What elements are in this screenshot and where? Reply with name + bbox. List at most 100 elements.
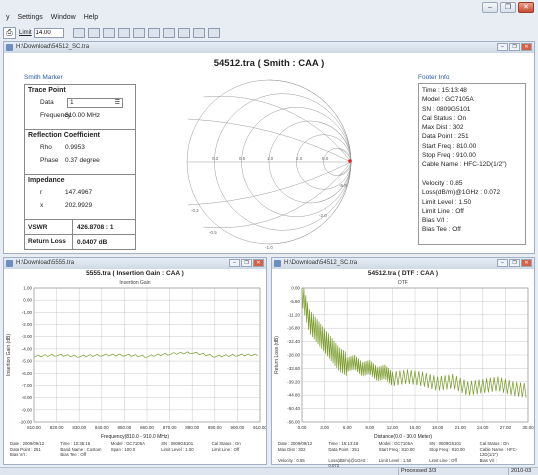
y-tick-label: -7.00 [22, 383, 33, 388]
footer-info-line: Limit Level : 1.00 [161, 446, 194, 452]
dtf-xlabel: Distance(0.0 - 30.0 Meter) [373, 434, 433, 440]
data-row: Data 1 ☰ [25, 96, 135, 109]
smith-restore-button[interactable]: ❐ [509, 43, 520, 51]
rho-label: Rho [40, 144, 52, 151]
dtf-close-button[interactable]: ✕ [521, 259, 532, 267]
dtf-minimize-button[interactable]: – [497, 259, 508, 267]
menu-settings[interactable]: Settings [17, 14, 43, 21]
x-tick-label: 910.00 [253, 425, 266, 430]
toolbar-button-3[interactable] [102, 28, 115, 38]
footer-info-line: Bias V/I : [422, 217, 449, 225]
smith-window: H:\Download\54512_SC.tra – ❐ ✕ 54512.tra… [3, 41, 535, 254]
menu-window[interactable]: Window [50, 14, 76, 21]
impedance-heading: Impedance [28, 177, 65, 184]
dtf-chart: 0.00 3.00 6.00 9.00 12.00 15.00 18.00 21.00 24.0… [274, 286, 534, 431]
x-tick-label: 900.00 [231, 425, 245, 430]
dtf-restore-button[interactable]: ❐ [509, 259, 520, 267]
toolbar-button-2[interactable] [87, 28, 100, 38]
x-tick-label: 27.00 [500, 425, 512, 430]
rho-value: 0.9953 [65, 144, 85, 151]
y-tick-label: -4.00 [22, 346, 33, 351]
y-tick-label: -6.00 [22, 371, 33, 376]
toolbar-button-9[interactable] [192, 28, 205, 38]
x-tick-label: 830.00 [72, 425, 86, 430]
footer-info-line: Data Point : 251 [10, 446, 41, 452]
smith-window-titlebar[interactable]: H:\Download\54512_SC.tra – ❐ ✕ [4, 42, 534, 53]
footer-info-line: Cable Name : HFC-12D(1/2") [479, 446, 518, 458]
footer-info-line: Stop Freq : 910.00 [422, 152, 476, 160]
restore-button[interactable]: ❐ [500, 2, 516, 13]
phase-label: Phase [40, 157, 59, 164]
footer-info-line: Velocity : 0.85 [422, 179, 463, 187]
menu-help[interactable]: Help [83, 14, 99, 21]
smith-marker-point[interactable] [348, 159, 352, 163]
toolbar-button-7[interactable] [162, 28, 175, 38]
il-restore-button[interactable]: ❐ [241, 259, 252, 267]
insertion-gain-chart: 810.00 820.00 830.00 840.00 850.00 860.00 870.… [6, 286, 266, 431]
insertion-gain-window: H:\Download\5555.tra – ❐ ✕ 5555.tra ( In… [3, 257, 267, 465]
x-tick-label: 860.00 [140, 425, 154, 430]
smith-label-2.0: 2.0 [296, 156, 303, 161]
il-window-titlebar[interactable]: H:\Download\5555.tra – ❐ ✕ [4, 258, 266, 269]
toolbar-button-6[interactable] [147, 28, 160, 38]
toolbar-button-5[interactable] [132, 28, 145, 38]
y-tick-label: -22.40 [287, 339, 300, 344]
footer-info-line: Velocity : 0.85 [278, 457, 305, 463]
footer-info-line: SN : 0809G5101 [429, 441, 462, 446]
footer-info-line: Model : GC7105A [422, 96, 474, 104]
smith-minimize-button[interactable]: – [497, 43, 508, 51]
footer-info-line: Start Freq : 810.00 [378, 446, 415, 452]
phase-row: Phase 0.37 degree [25, 154, 135, 167]
printer-icon[interactable]: ⎙ [3, 27, 16, 39]
smith-label-0.5: 0.5 [239, 156, 246, 161]
toolbar-button-8[interactable] [177, 28, 190, 38]
document-icon [6, 44, 13, 51]
footer-info-line: Limit Level : 1.50 [378, 457, 412, 463]
footer-info-line: Time : 10:35:16 [60, 441, 91, 446]
dtf-plot-title: 54512.tra ( DTF : CAA ) [367, 270, 439, 277]
y-tick-label: -11.20 [288, 312, 301, 317]
y-tick-label: -50.40 [287, 406, 300, 411]
dtf-window: H:\Download\54512_SC.tra – ❐ ✕ 54512.tra… [271, 257, 535, 468]
footer-info-line: Bias V/I : [10, 452, 28, 457]
smith-label-0.2: 0.2 [212, 156, 219, 161]
close-button[interactable]: ✕ [518, 2, 534, 13]
y-axis-label: Return Loss (dB) [274, 336, 280, 374]
y-tick-label: -39.20 [287, 379, 300, 384]
minimize-button[interactable]: – [482, 2, 498, 13]
limit-input[interactable] [33, 28, 64, 38]
dtf-window-titlebar[interactable]: H:\Download\54512_SC.tra – ❐ ✕ [272, 258, 534, 269]
y-tick-label: -3.00 [22, 334, 33, 339]
dtf-window-buttons: – ❐ ✕ [497, 259, 532, 267]
footer-info-line: Cal Status : On [422, 114, 467, 122]
smith-close-button[interactable]: ✕ [521, 43, 532, 51]
smith-label-neg2.0: -2.0 [319, 213, 327, 218]
smith-label-neg0.2: -0.2 [191, 208, 199, 213]
reflection-heading: Reflection Coefficient [28, 132, 100, 139]
x-tick-label: 810.00 [27, 425, 41, 430]
footer-info-line: Time : 15:13:48 [328, 441, 359, 446]
return-loss-label: Return Loss [25, 235, 73, 249]
document-icon [6, 260, 13, 267]
il-minimize-button[interactable]: – [229, 259, 240, 267]
menu-item[interactable]: y [6, 14, 10, 21]
frequency-label: Frequency [40, 112, 71, 119]
il-close-button[interactable]: ✕ [253, 259, 264, 267]
x-label: x [40, 202, 44, 209]
toolbar-button-4[interactable] [117, 28, 130, 38]
x-value: 202.9929 [65, 202, 93, 209]
data-spinner[interactable]: 1 ☰ [67, 97, 123, 108]
vswr-row: VSWR 426.8708 : 1 [25, 220, 135, 235]
toolbar-button-10[interactable] [207, 28, 220, 38]
il-subtitle: Insertion Gain [119, 280, 151, 286]
toolbar-button-1[interactable] [72, 28, 85, 38]
x-tick-label: 0.00 [298, 425, 307, 430]
spinner-arrows-icon[interactable]: ☰ [114, 100, 120, 106]
x-tick-label: 30.00 [522, 425, 534, 430]
footer-info-line: Cable Name : HFC-12D(1/2") [422, 161, 507, 169]
y-tick-label: -44.80 [287, 393, 300, 398]
smith-label-1.0: 1.0 [267, 156, 274, 161]
x-tick-label: 850.00 [118, 425, 132, 430]
r-value: 147.4967 [65, 189, 93, 196]
